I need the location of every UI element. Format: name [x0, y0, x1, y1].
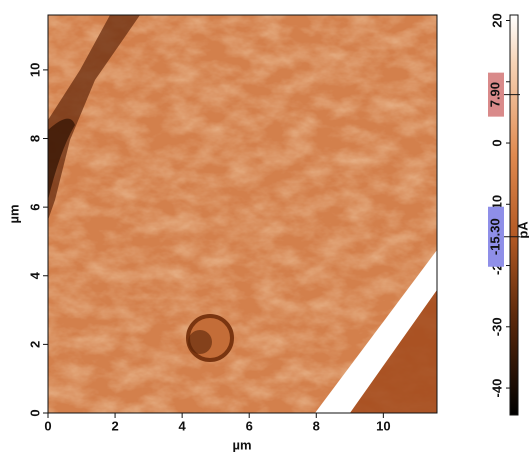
- colorbar-marker-label: 7.90: [487, 82, 502, 107]
- x-tick-label: 2: [111, 418, 118, 433]
- y-axis-label: µm: [6, 204, 21, 223]
- y-tick-label: 4: [27, 271, 42, 279]
- colorbar-marker-label: -15.30: [487, 218, 502, 255]
- colorbar-tick-label: 20: [489, 13, 504, 27]
- x-tick-label: 6: [246, 418, 253, 433]
- x-tick-label: 0: [44, 418, 51, 433]
- x-tick-label: 10: [376, 418, 390, 433]
- colorbar-tick-label: -30: [489, 317, 504, 336]
- x-tick-label: 8: [313, 418, 320, 433]
- y-tick-label: 10: [27, 63, 42, 77]
- colorbar-tick-label: -40: [489, 379, 504, 398]
- x-axis-label: µm: [232, 437, 251, 452]
- afm-figure: µm µm pA 0246810024681020100-10-20-30-40…: [0, 0, 529, 455]
- afm-image: [48, 15, 437, 413]
- y-tick-label: 6: [27, 204, 42, 211]
- x-tick-label: 4: [179, 418, 187, 433]
- y-tick-label: 0: [27, 409, 42, 416]
- colorbar-tick-label: 0: [489, 139, 504, 146]
- colorbar: [510, 15, 518, 415]
- colorbar-label: pA: [515, 221, 529, 239]
- y-tick-label: 2: [27, 341, 42, 348]
- y-tick-label: 8: [27, 135, 42, 142]
